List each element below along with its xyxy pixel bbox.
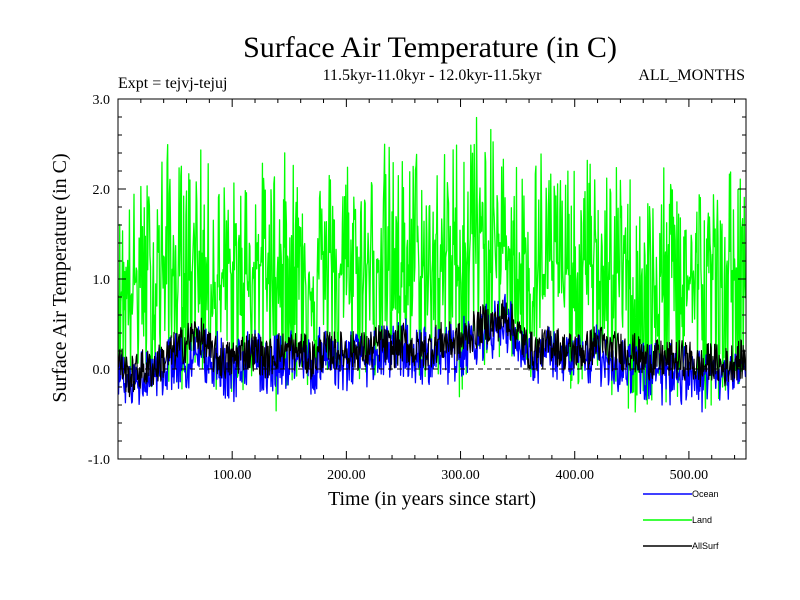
series-layer xyxy=(118,116,746,413)
legend-label-ocean: Ocean xyxy=(692,489,719,499)
x-tick-label: 300.00 xyxy=(441,468,480,483)
y-axis-label: Surface Air Temperature (in C) xyxy=(49,153,71,402)
x-tick-label: 500.00 xyxy=(670,468,709,483)
x-axis-label: Time (in years since start) xyxy=(328,488,536,510)
x-tick-label: 400.00 xyxy=(555,468,594,483)
y-tick-label: 0.0 xyxy=(93,363,111,378)
y-tick-label: 1.0 xyxy=(93,273,111,288)
legend-label-land: Land xyxy=(692,515,712,525)
x-tick-label: 100.00 xyxy=(213,468,252,483)
x-tick-label: 200.00 xyxy=(327,468,366,483)
y-tick-label: 3.0 xyxy=(93,93,111,108)
axis-layer: 100.00 200.00 300.00 400.00 500.00 -1.0 0.0 1.0… xyxy=(88,93,747,483)
chart-subtitle-left: Expt = tejvj-tejuj xyxy=(118,75,227,92)
legend-label-allsurf: AllSurf xyxy=(692,541,719,551)
y-tick-label: 2.0 xyxy=(93,183,111,198)
series-line-allsurf xyxy=(118,299,746,398)
chart-title: Surface Air Temperature (in C) xyxy=(243,31,617,64)
legend: Ocean Land AllSurf xyxy=(643,489,719,551)
chart-subtitle-right: ALL_MONTHS xyxy=(638,67,745,84)
chart-subtitle-center: 11.5kyr-11.0kyr - 12.0kyr-11.5kyr xyxy=(323,67,543,84)
series-line-land xyxy=(118,116,746,413)
y-tick-label: -1.0 xyxy=(88,453,110,468)
